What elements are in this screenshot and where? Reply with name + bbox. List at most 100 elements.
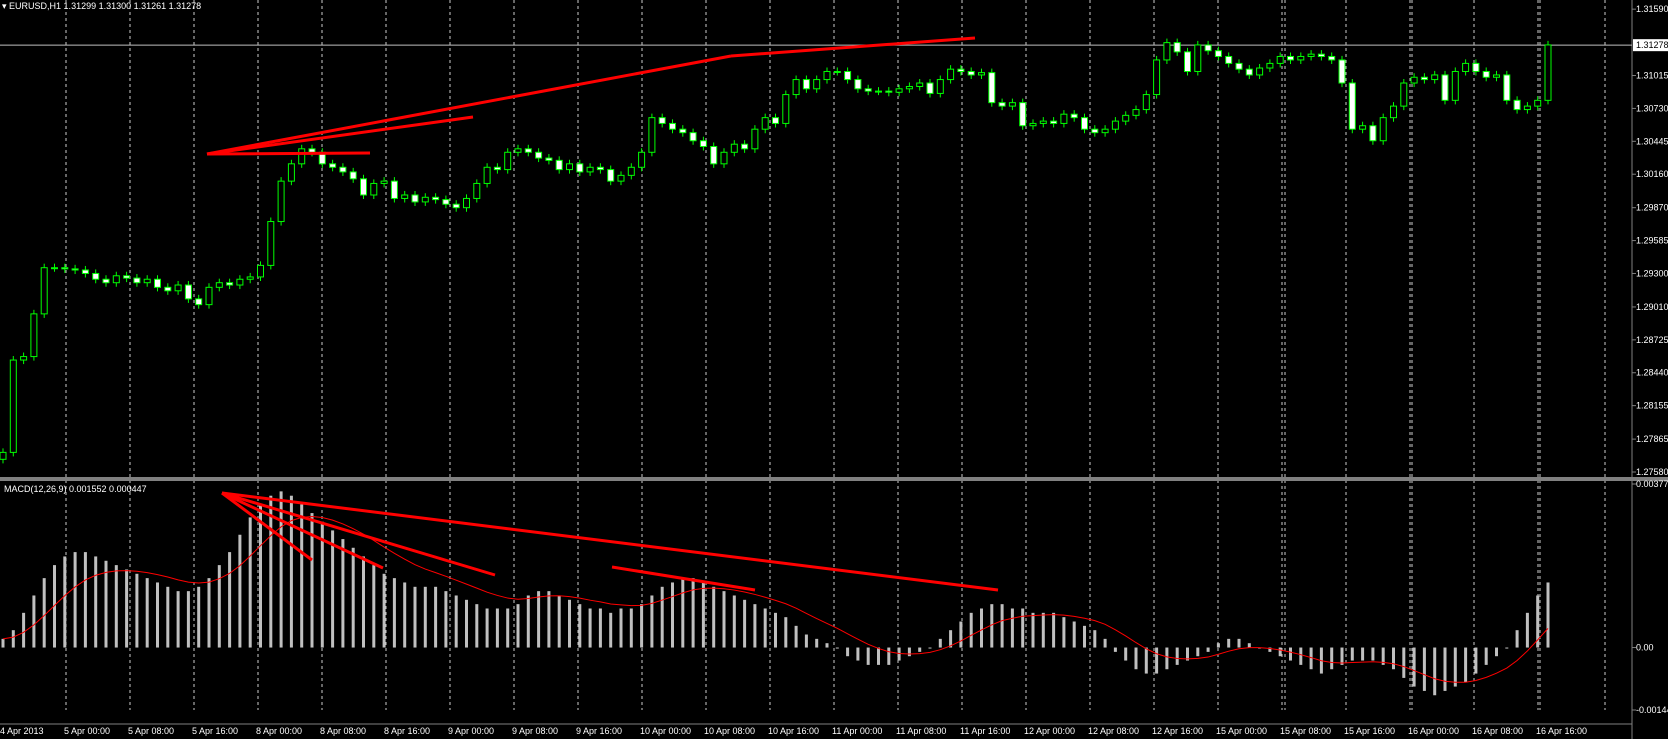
macd-bar: [949, 630, 953, 648]
candle-body: [1503, 74, 1511, 101]
candle: [524, 144, 532, 157]
candle-body: [576, 163, 584, 173]
candle: [1245, 65, 1253, 79]
macd-bar: [1495, 647, 1498, 657]
candle-body: [442, 199, 450, 205]
candle-body: [617, 174, 625, 182]
candle-body: [535, 151, 543, 159]
candle-body: [1245, 68, 1253, 76]
price-axis-label: 1.29870: [1636, 203, 1668, 213]
candle: [164, 283, 172, 295]
macd-bar: [557, 595, 561, 648]
candle-body: [833, 70, 841, 73]
price-axis-label: 1.29585: [1636, 236, 1668, 246]
candle-body: [1008, 102, 1016, 107]
macd-bar: [856, 647, 860, 661]
candle-body: [473, 182, 481, 199]
candle: [1441, 70, 1449, 105]
candle-body: [1194, 44, 1202, 72]
macd-bar: [1536, 595, 1540, 648]
candle-body: [61, 267, 69, 270]
candle-body: [607, 169, 615, 182]
dropdown-triangle-icon[interactable]: ▾: [2, 1, 7, 11]
candle-body: [555, 159, 563, 171]
candle: [1431, 70, 1439, 84]
macd-bar: [763, 608, 767, 648]
macd-bar: [382, 573, 386, 648]
candle: [741, 140, 749, 153]
candle: [1214, 46, 1222, 61]
candle: [1266, 59, 1274, 73]
macd-bar: [300, 504, 304, 648]
price-axis-label: 1.31015: [1636, 71, 1668, 81]
candle: [1142, 90, 1150, 114]
candle-body: [380, 180, 388, 184]
macd-bar: [1155, 647, 1159, 674]
candle: [864, 84, 872, 96]
candle: [1276, 52, 1284, 68]
macd-bar: [1443, 647, 1447, 691]
candle-body: [669, 122, 676, 130]
macd-bar: [392, 578, 396, 648]
time-axis-label: 15 Apr 08:00: [1280, 726, 1331, 736]
candle-body: [988, 72, 996, 104]
macd-bar: [1412, 647, 1416, 687]
time-axis-label: 16 Apr 08:00: [1472, 726, 1523, 736]
symbol-header[interactable]: ▾ EURUSD,H1 1.31299 1.31300 1.31261 1.31…: [2, 1, 201, 12]
candle-body: [298, 148, 306, 165]
candle-body: [926, 82, 934, 94]
macd-bar: [11, 630, 15, 648]
candle-body: [493, 166, 501, 171]
macd-bar: [259, 504, 262, 648]
macd-trendline: [611, 565, 756, 592]
macd-bar: [73, 552, 77, 648]
candle-body: [432, 196, 440, 201]
candle: [1008, 98, 1016, 111]
candle-body: [792, 79, 800, 96]
candle-body: [864, 88, 872, 92]
candle: [154, 275, 161, 292]
candle: [298, 144, 306, 168]
candle-body: [679, 128, 687, 134]
macd-bar: [1484, 647, 1488, 665]
candle-body: [658, 117, 666, 124]
candle-body: [1050, 120, 1058, 124]
macd-bar: [423, 586, 427, 648]
candle: [699, 136, 707, 151]
macd-bar: [1083, 625, 1086, 648]
candle-body: [133, 277, 141, 284]
candle-body: [1287, 55, 1294, 61]
macd-bar: [279, 491, 283, 648]
candle-body: [905, 85, 913, 90]
candle: [535, 148, 543, 163]
candle: [1070, 110, 1078, 122]
macd-bar: [815, 638, 819, 648]
macd-bar: [629, 608, 633, 648]
candle: [246, 272, 254, 284]
candle: [1039, 117, 1047, 128]
macd-bar: [1237, 638, 1241, 648]
macd-bar: [372, 565, 376, 648]
macd-bar: [1041, 612, 1045, 648]
candle: [442, 195, 450, 209]
macd-bar: [980, 608, 983, 648]
macd-trendline: [221, 491, 313, 562]
candle-body: [1534, 99, 1542, 107]
candle: [205, 283, 213, 309]
candle: [720, 148, 728, 168]
candle-body: [772, 117, 779, 124]
candle: [20, 352, 28, 365]
candle-body: [329, 163, 337, 168]
time-axis-label: 9 Apr 08:00: [512, 726, 558, 736]
macd-bar: [609, 612, 613, 648]
macd-bar: [877, 647, 880, 665]
candle-body: [339, 166, 347, 173]
candle: [988, 68, 996, 107]
macd-bar: [1505, 647, 1509, 649]
candle-body: [1359, 125, 1367, 130]
candle-body: [452, 203, 460, 209]
candle-body: [123, 275, 131, 279]
candle-body: [1369, 125, 1377, 142]
candle-body: [205, 286, 213, 306]
candle: [617, 171, 625, 186]
